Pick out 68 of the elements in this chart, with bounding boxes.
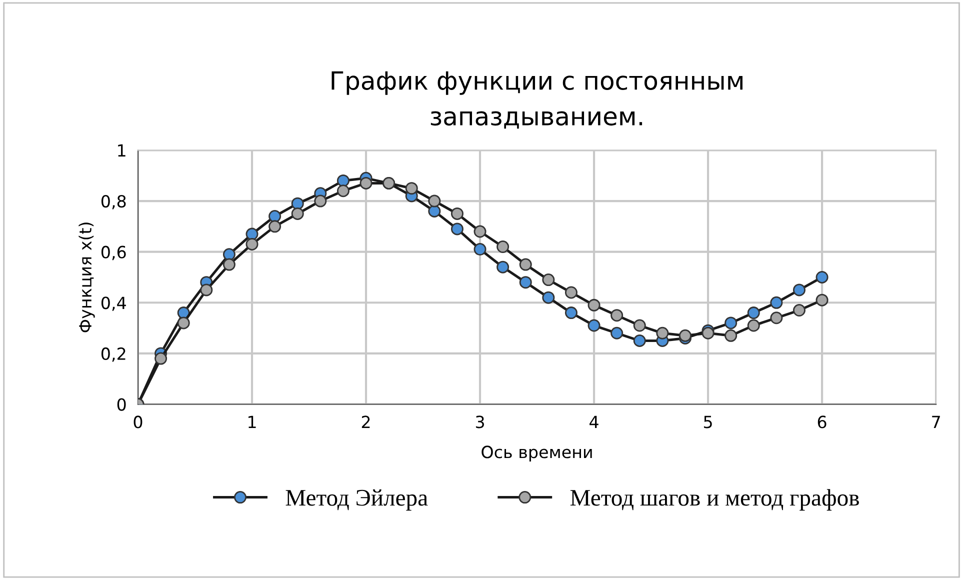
point	[656, 326, 669, 340]
point	[268, 220, 282, 233]
point	[816, 270, 828, 284]
point	[770, 296, 783, 309]
point	[405, 182, 418, 195]
point	[474, 225, 486, 238]
point	[610, 309, 624, 322]
point	[222, 248, 236, 261]
point	[314, 194, 327, 208]
point	[246, 238, 258, 250]
x-tick-label: 5	[704, 416, 712, 428]
point	[474, 243, 486, 256]
point	[542, 274, 555, 286]
x-tick-label: 4	[590, 416, 598, 428]
point	[747, 319, 760, 332]
point	[564, 286, 578, 299]
x-tick-label: 1	[248, 416, 256, 428]
point	[360, 176, 372, 190]
x-tick-label: 7	[932, 416, 940, 428]
point	[724, 316, 738, 330]
point	[177, 316, 190, 330]
point	[428, 194, 441, 208]
point	[154, 352, 168, 365]
point	[633, 319, 646, 332]
point	[268, 210, 282, 223]
x-tick-label: 0	[134, 416, 142, 428]
point	[588, 319, 600, 332]
y-tick-label: 0,6	[101, 246, 126, 260]
point	[702, 326, 714, 340]
point	[496, 240, 510, 254]
legend-label: Метод Эйлера	[286, 489, 428, 511]
y-tick-label: 0,8	[101, 194, 126, 210]
point	[519, 276, 532, 289]
point	[450, 207, 464, 220]
point	[792, 304, 806, 317]
x-axis-title: Ось времени	[482, 446, 592, 462]
y-tick-label: 1	[118, 144, 126, 157]
x-tick-label: 3	[476, 416, 484, 428]
point	[792, 284, 806, 296]
legend-label: Метод шагов и метод графов	[570, 489, 859, 511]
point	[291, 207, 304, 220]
chart-title: График функции с постоянным запаздыванием.	[332, 71, 742, 129]
point	[633, 334, 646, 347]
point	[336, 184, 350, 198]
point	[564, 306, 578, 320]
point	[678, 329, 692, 342]
point	[450, 222, 464, 236]
point	[747, 306, 760, 320]
point	[428, 204, 441, 218]
point	[200, 284, 213, 296]
point	[496, 260, 510, 274]
point	[246, 228, 258, 240]
x-tick-label: 2	[362, 416, 370, 428]
x-tick-label: 6	[818, 416, 826, 428]
point	[291, 197, 304, 210]
y-axis-title: Функция x(t)	[78, 222, 95, 332]
point	[770, 312, 783, 324]
point	[724, 329, 738, 342]
point	[336, 174, 350, 187]
y-tick-label: 0	[117, 398, 126, 411]
y-tick-label: 0,4	[101, 296, 126, 311]
point	[588, 298, 600, 312]
point	[816, 294, 828, 306]
point	[610, 326, 624, 340]
y-tick-label: 0,2	[101, 347, 126, 362]
point	[519, 258, 532, 271]
point	[222, 258, 236, 271]
point	[542, 291, 555, 304]
